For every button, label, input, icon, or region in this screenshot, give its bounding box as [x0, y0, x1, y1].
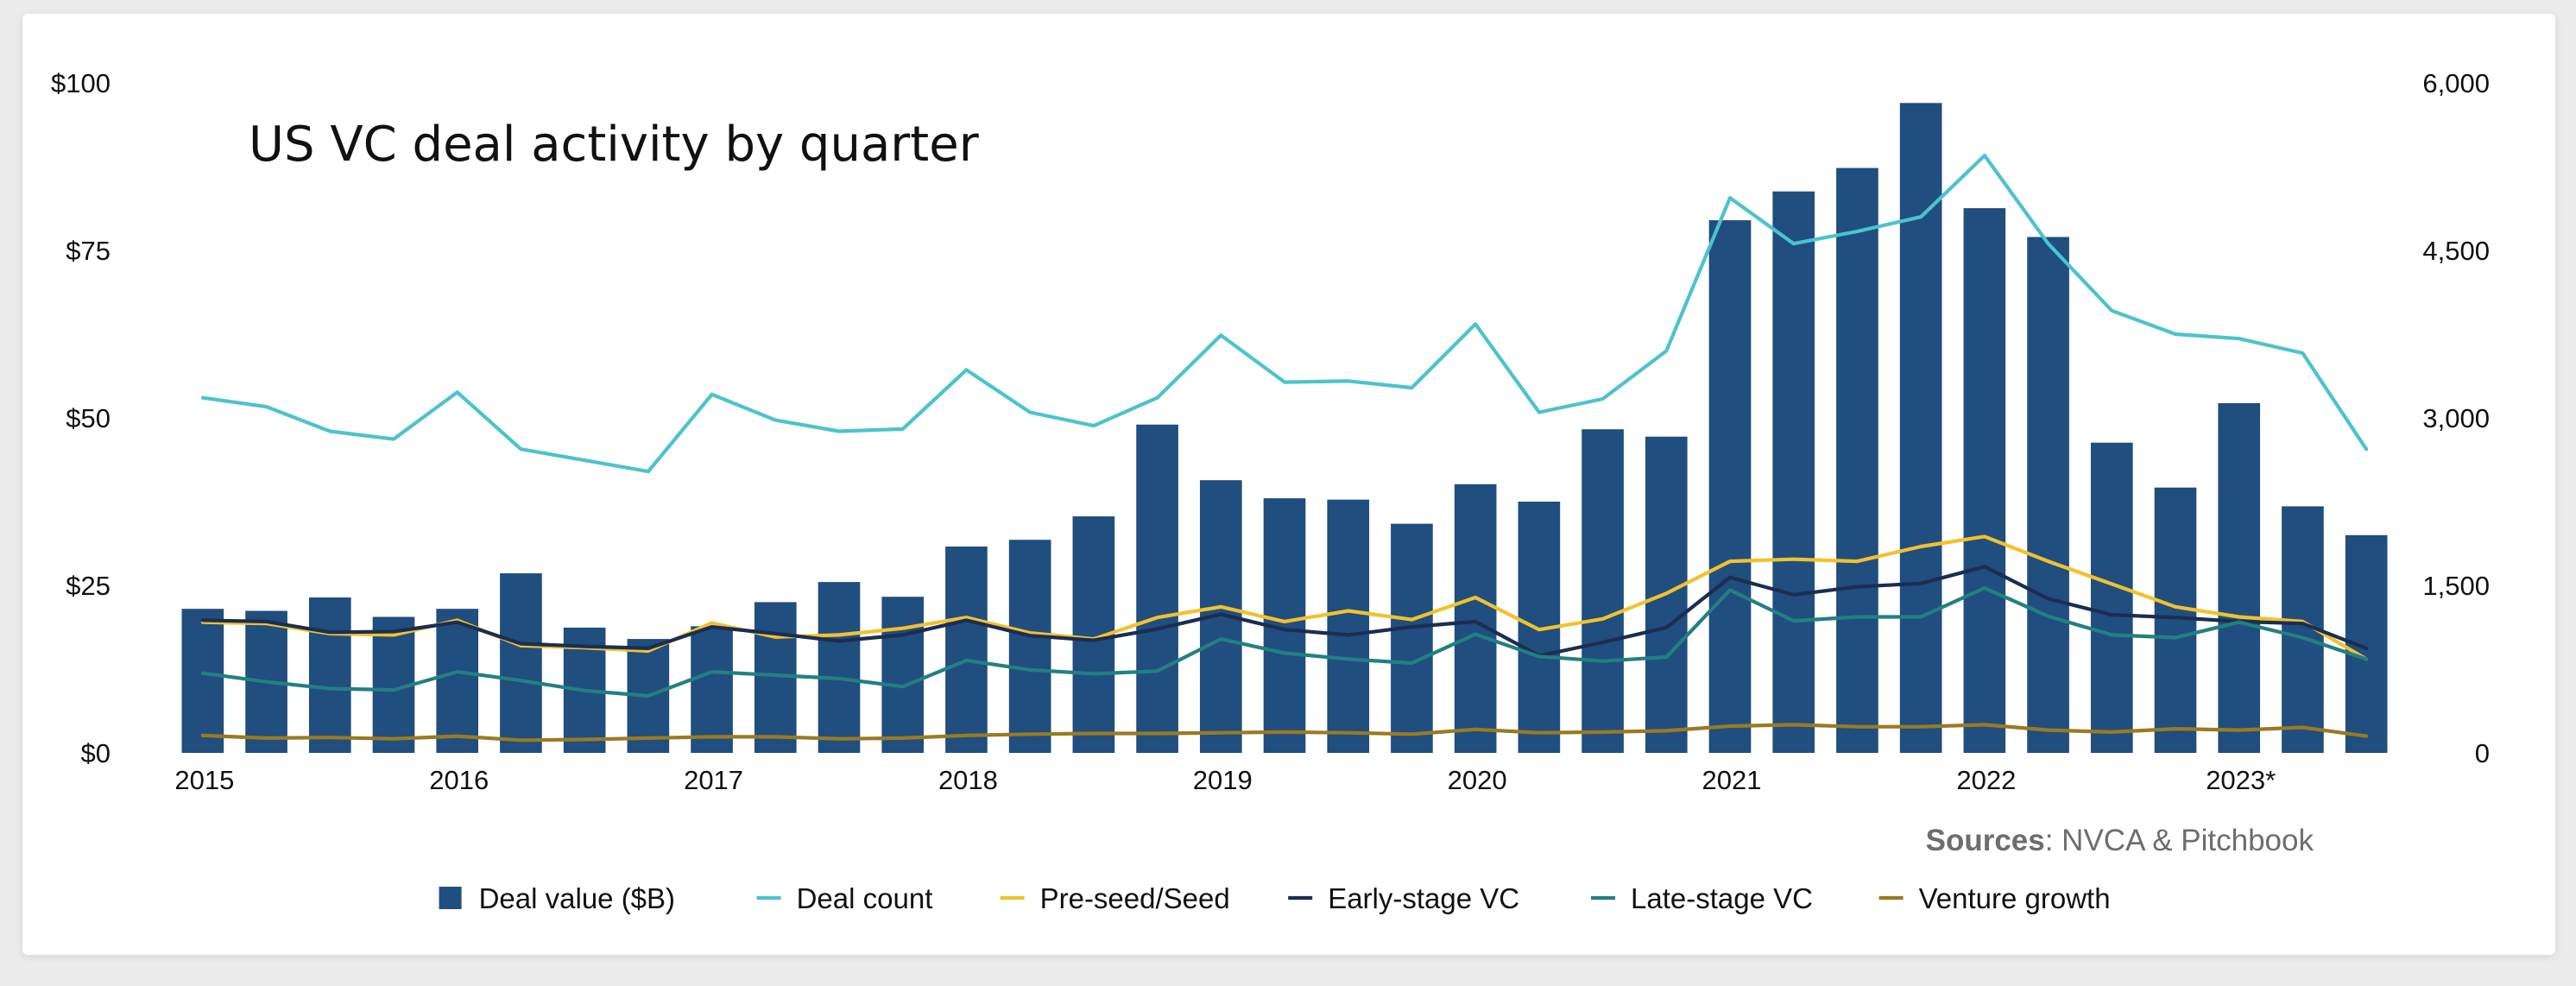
legend-item-deal-count: Deal count: [756, 882, 933, 914]
bar-deal-value-b-29: [2027, 237, 2069, 754]
x-tick-label: 2020: [1448, 765, 1507, 795]
bar-deal-value-b-25: [1772, 191, 1815, 753]
chart-title: US VC deal activity by quarter: [249, 117, 980, 173]
legend-swatch: [439, 887, 462, 909]
y-axis-right: 0 1,500 3,000 4,500 6,000: [2422, 68, 2490, 768]
legend-item-deal-value-b: Deal value ($B): [439, 882, 675, 914]
legend-label: Deal count: [797, 882, 933, 914]
bar-deal-value-b-8: [691, 626, 733, 753]
x-tick-label: 2016: [429, 765, 489, 795]
bar-deal-value-b-13: [1008, 540, 1051, 753]
x-tick-label: 2019: [1193, 765, 1253, 795]
legend-label: Deal value ($B): [479, 882, 675, 914]
legend-item-pre-seed-seed: Pre-seed/Seed: [1000, 882, 1230, 914]
y-left-tick-label: $25: [66, 571, 110, 601]
line-late-stage-vc: [200, 585, 2369, 698]
y-right-tick-label: 0: [2475, 738, 2490, 768]
legend-label: Late-stage VC: [1631, 882, 1813, 914]
x-tick-label: 2021: [1702, 765, 1762, 795]
bar-deal-value-b-27: [1899, 103, 1942, 753]
x-tick-label: 2018: [938, 765, 998, 795]
line-early-stage-vc: [200, 565, 2369, 658]
bar-deal-value-b-18: [1327, 499, 1370, 753]
chart-card: [22, 14, 2555, 955]
sources-label: Sources: [1926, 824, 2045, 857]
bar-deal-value-b-12: [945, 546, 988, 753]
bar-deal-value-b-15: [1136, 424, 1178, 753]
x-tick-label: 2015: [174, 765, 234, 795]
bar-deal-value-b-10: [818, 582, 861, 753]
bar-deal-value-b-11: [881, 597, 925, 753]
bar-deal-value-b-19: [1391, 523, 1433, 753]
bar-deal-value-b-22: [1582, 429, 1624, 753]
line-deal-count: [200, 154, 2369, 474]
legend-item-early-stage-vc: Early-stage VC: [1288, 882, 1519, 914]
y-left-tick-label: $0: [81, 738, 110, 768]
sources-text: : NVCA & Pitchbook: [2045, 824, 2314, 857]
legend-label: Venture growth: [1919, 882, 2111, 914]
x-tick-label: 2023*: [2206, 765, 2276, 795]
y-right-tick-label: 4,500: [2422, 236, 2490, 266]
y-left-tick-label: $100: [51, 68, 110, 98]
bar-deal-value-b-24: [1708, 220, 1752, 753]
legend: Deal value ($B) Deal count Pre-seed/Seed Ea…: [439, 882, 2111, 914]
x-tick-label: 2022: [1956, 765, 2016, 795]
bar-deal-value-b-2: [308, 597, 351, 753]
bar-deal-value-b-0: [181, 609, 224, 753]
sources-note: Sources: NVCA & Pitchbook: [1926, 824, 2314, 857]
legend-label: Early-stage VC: [1328, 882, 1519, 914]
line-series-group: [200, 154, 2369, 743]
y-left-tick-label: $75: [66, 236, 110, 266]
legend-item-late-stage-vc: Late-stage VC: [1591, 882, 1813, 914]
legend-label: Pre-seed/Seed: [1040, 882, 1230, 914]
bar-deal-value-b-5: [500, 573, 542, 753]
x-tick-label: 2017: [684, 765, 743, 795]
y-right-tick-label: 3,000: [2422, 403, 2490, 433]
legend-item-venture-growth: Venture growth: [1878, 882, 2111, 914]
bar-deal-value-b-32: [2218, 402, 2261, 753]
line-venture-growth: [200, 723, 2369, 743]
bar-deal-value-b-4: [436, 609, 479, 753]
bar-deal-value-b-31: [2154, 487, 2197, 753]
bar-series-deal-value: [181, 103, 2388, 754]
y-left-tick-label: $50: [66, 403, 110, 433]
y-right-tick-label: 1,500: [2422, 571, 2490, 601]
y-axis-left: $0 $25 $50 $75 $100: [51, 68, 110, 768]
bar-deal-value-b-20: [1454, 484, 1497, 753]
bar-deal-value-b-26: [1836, 167, 1878, 753]
y-right-tick-label: 6,000: [2422, 68, 2490, 98]
x-axis: 2015 2016 2017 2018 2019 2020 2021 2022 2023*: [174, 765, 2276, 795]
bar-deal-value-b-28: [1963, 208, 2006, 753]
bar-deal-value-b-30: [2090, 442, 2133, 753]
